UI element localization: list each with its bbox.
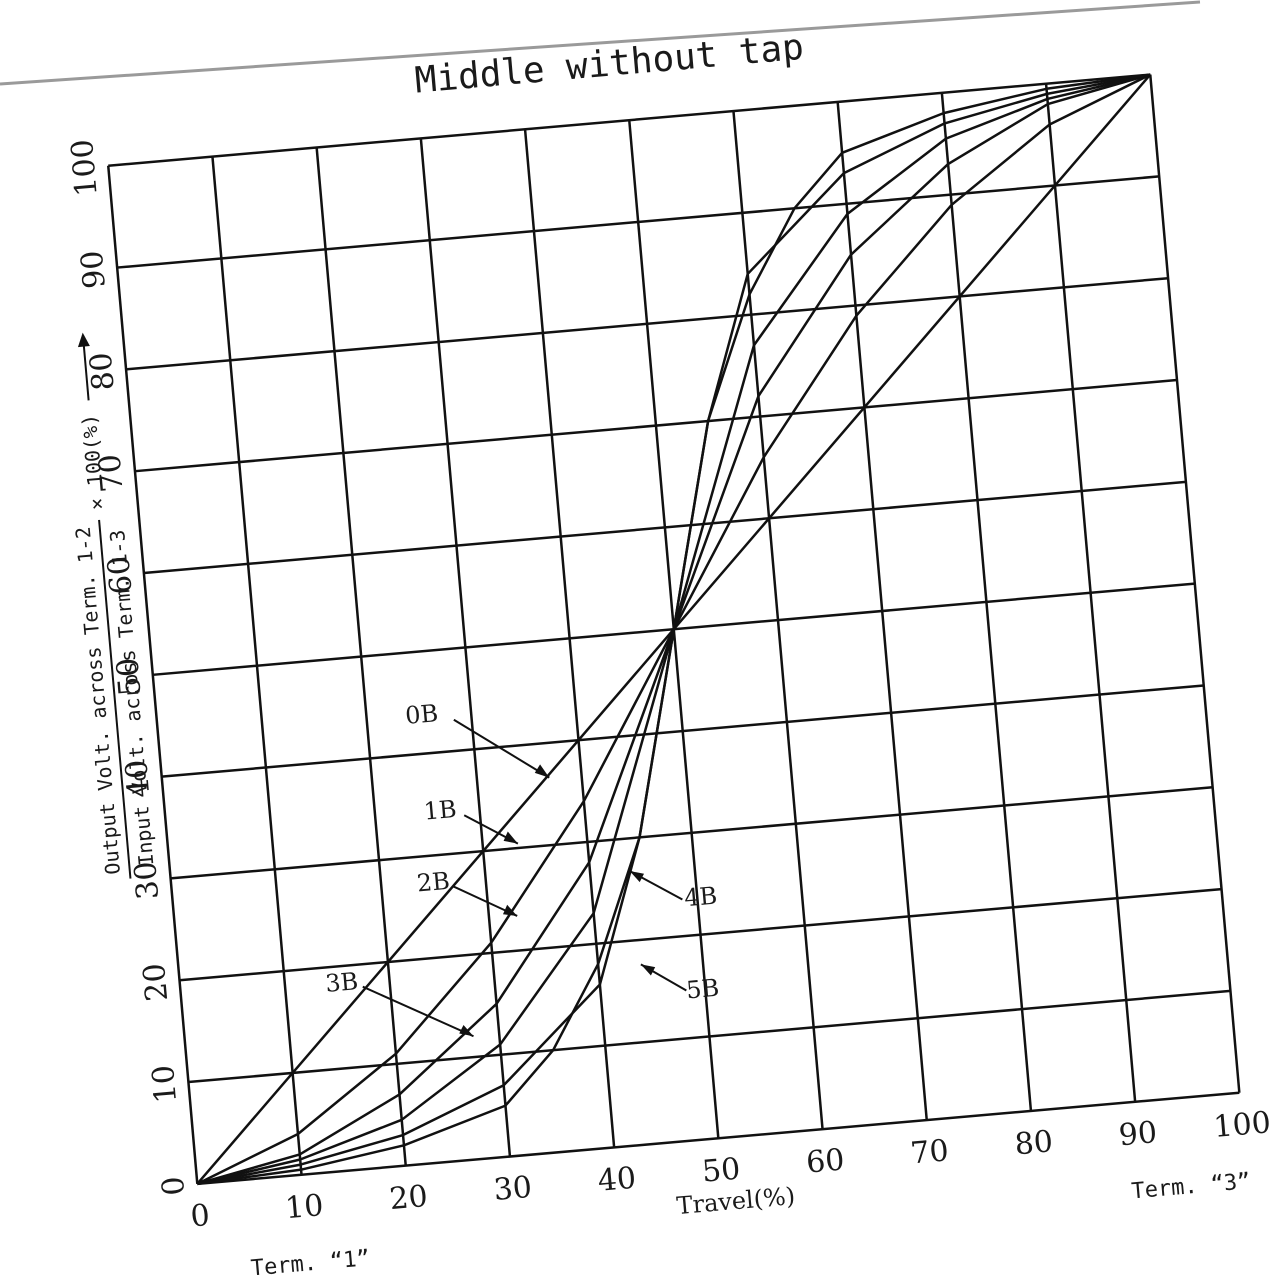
leader-3b <box>362 985 474 1038</box>
leader-5b-arrowhead <box>640 964 656 976</box>
x-tick-label-50: 50 <box>701 1152 742 1190</box>
rotated-chart-group: Middle without tap 0 10 20 30 40 50 60 70 80 90 10… <box>65 27 1272 1282</box>
x-tick-label-10: 10 <box>284 1188 325 1226</box>
grid-line-y-60 <box>143 480 1187 575</box>
y-axis-label-group: Output Volt. across Term. 1-2 Input Volt… <box>71 332 158 879</box>
curve-label-3b: 3B <box>324 967 359 998</box>
leader-5b <box>640 963 687 992</box>
grid-line-y-20 <box>179 887 1222 982</box>
leader-1b-arrowhead <box>503 831 518 844</box>
x-tick-label-90: 90 <box>1117 1115 1158 1153</box>
leader-2b-arrowhead <box>502 904 518 916</box>
y-axis-label-fraction-bar <box>98 519 132 879</box>
x-tick-label-100: 100 <box>1212 1105 1272 1145</box>
curve-label-5b: 5B <box>685 974 720 1005</box>
grid-line-y-100 <box>108 73 1151 167</box>
term-1-label: Term. “1” <box>250 1246 371 1281</box>
grid-line-y-80 <box>125 276 1169 371</box>
grid-line-y-90 <box>117 175 1160 269</box>
grid-line-y-10 <box>188 989 1231 1084</box>
grid-line-y-70 <box>134 378 1178 473</box>
curve-labels: 0B 1B 2B 3B 4B 5B <box>324 699 720 1038</box>
curve-5b <box>197 73 1151 1186</box>
y-tick-label-60: 60 <box>101 555 139 596</box>
term-3-label: Term. “3” <box>1130 1169 1251 1204</box>
y-tick-label-50: 50 <box>110 656 148 697</box>
leader-0b <box>453 718 550 779</box>
sheet-edge-line <box>0 0 1201 86</box>
tick-label-layer: 0 10 20 30 40 50 60 70 80 90 100 0 10 20 30 40 50 60 70 80 9… <box>65 138 1272 1235</box>
y-tick-label-40: 40 <box>119 758 157 799</box>
y-axis-label-suffix: × 100(%) <box>77 413 109 511</box>
grid-line-y-30 <box>170 786 1213 880</box>
y-tick-label-30: 30 <box>128 860 166 901</box>
chart-title: Middle without tap <box>413 27 805 102</box>
x-tick-label-40: 40 <box>596 1161 637 1199</box>
y-tick-label-100: 100 <box>65 138 105 198</box>
curve-label-1b: 1B <box>423 795 458 826</box>
x-tick-label-30: 30 <box>492 1170 533 1208</box>
x-tick-label-20: 20 <box>388 1179 429 1217</box>
curve-label-2b: 2B <box>416 867 451 898</box>
grid-line-y-40 <box>161 684 1204 778</box>
x-tick-label-0: 0 <box>189 1198 211 1235</box>
y-tick-label-70: 70 <box>92 453 130 494</box>
grid-line-y-0 <box>197 1091 1240 1186</box>
y-tick-label-90: 90 <box>75 249 113 290</box>
curve-label-4b: 4B <box>683 882 718 913</box>
y-tick-label-80: 80 <box>84 351 122 392</box>
leader-4b <box>629 870 683 901</box>
y-tick-label-0: 0 <box>156 1175 193 1197</box>
y-axis-arrow-shaft <box>82 345 90 401</box>
leader-3b-arrowhead <box>459 1025 474 1037</box>
x-tick-label-80: 80 <box>1013 1124 1054 1162</box>
leader-4b-arrowhead <box>629 870 644 883</box>
y-tick-label-20: 20 <box>137 962 175 1003</box>
x-tick-label-60: 60 <box>805 1142 846 1180</box>
x-axis-label: Travel(%) <box>675 1182 796 1220</box>
curve-layer <box>196 73 1152 1186</box>
leader-0b-arrowhead <box>534 764 550 778</box>
x-tick-label-70: 70 <box>909 1133 950 1171</box>
y-axis-arrowhead <box>77 332 90 348</box>
curve-label-0b: 0B <box>404 699 439 730</box>
y-tick-label-10: 10 <box>146 1064 184 1105</box>
